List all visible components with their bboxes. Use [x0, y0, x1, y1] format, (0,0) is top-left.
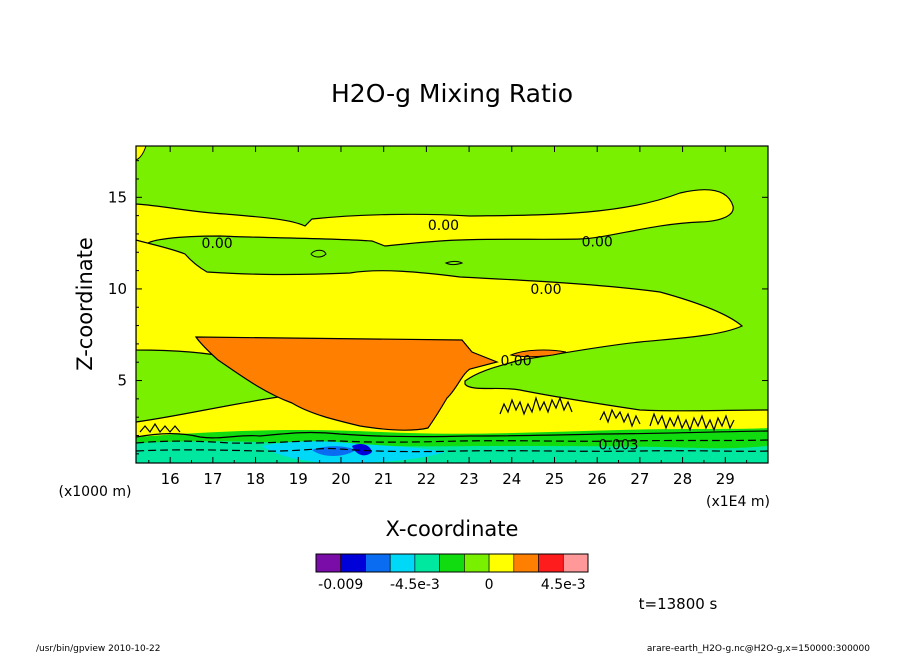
x-tick-label: 16 [161, 470, 180, 488]
x-tick-label: 22 [417, 470, 436, 488]
colorbar-tick-labels: -0.009 -4.5e-3 0 4.5e-3 [318, 577, 586, 593]
plot-field [136, 146, 768, 463]
chart-title: H2O-g Mixing Ratio [331, 79, 573, 108]
orange-small-blob [509, 349, 567, 358]
x-tick-label: 19 [289, 470, 308, 488]
y-tick-label: 10 [108, 280, 127, 298]
colorbar-swatch [414, 553, 440, 573]
x-tick-label: 17 [203, 470, 222, 488]
x-tick-label: 28 [673, 470, 692, 488]
x-tick-label: 21 [374, 470, 393, 488]
blue-patch-2 [352, 444, 372, 456]
colorbar-swatch [315, 553, 342, 573]
contour-label: 0.003 [598, 438, 638, 454]
contour-label: 0.00 [428, 218, 459, 234]
yellow-upper-band [136, 189, 734, 247]
x-unit-right: (x1E4 m) [706, 494, 770, 510]
y-axis: 5 10 15 [108, 160, 768, 455]
contour-label: 0.00 [582, 234, 613, 250]
colorbar-swatch [488, 553, 515, 573]
colorbar-tick-label: -4.5e-3 [390, 577, 440, 593]
colorbar-swatch [464, 553, 490, 573]
colorbar-swatch [365, 553, 391, 573]
colorbar-swatch [340, 553, 366, 573]
x-tick-label: 25 [545, 470, 564, 488]
colorbar [315, 553, 589, 573]
contour-labels: 0.00 0.00 0.00 0.00 0.00 0.003 [202, 218, 639, 454]
cyan-patch [262, 441, 445, 463]
colorbar-tick-label: 0 [485, 577, 494, 593]
x-tick-label: 20 [331, 470, 350, 488]
y-tick-label: 5 [117, 372, 127, 390]
x-axis-label: X-coordinate [386, 517, 519, 541]
x-axis: 16 17 18 19 20 21 22 23 24 25 26 27 28 29 [148, 146, 748, 488]
green-island-2 [444, 261, 464, 265]
y-tick-label: 15 [108, 188, 127, 206]
contour-label: 0.00 [202, 236, 233, 252]
x-unit-left: (x1000 m) [59, 484, 132, 500]
colorbar-swatch [562, 553, 589, 573]
plot-frame [135, 145, 769, 464]
wavy-contours [136, 395, 768, 453]
colorbar-swatch [439, 553, 465, 573]
x-tick-label: 26 [588, 470, 607, 488]
colorbar-swatch [538, 553, 564, 573]
contour-label: 0.00 [530, 282, 561, 298]
x-tick-label: 23 [460, 470, 479, 488]
colorbar-tick-label: -0.009 [318, 577, 363, 593]
contour-label: 0.00 [500, 353, 531, 369]
orange-blob [194, 336, 499, 431]
x-tick-label: 29 [716, 470, 735, 488]
green-island-1 [310, 249, 327, 258]
x-tick-label: 24 [502, 470, 521, 488]
colorbar-frame [315, 553, 589, 573]
colorbar-tick-label: 4.5e-3 [541, 577, 586, 593]
colorbar-swatch [513, 553, 539, 573]
y-axis-label: Z-coordinate [73, 237, 97, 371]
footer-right: arare-earth_H2O-g.nc@H2O-g,x=150000:3000… [647, 644, 870, 654]
time-label: t=13800 s [639, 595, 718, 613]
x-tick-label: 18 [246, 470, 265, 488]
footer-left: /usr/bin/gpview 2010-10-22 [36, 644, 160, 654]
x-tick-label: 27 [630, 470, 649, 488]
colorbar-swatch [389, 553, 416, 573]
